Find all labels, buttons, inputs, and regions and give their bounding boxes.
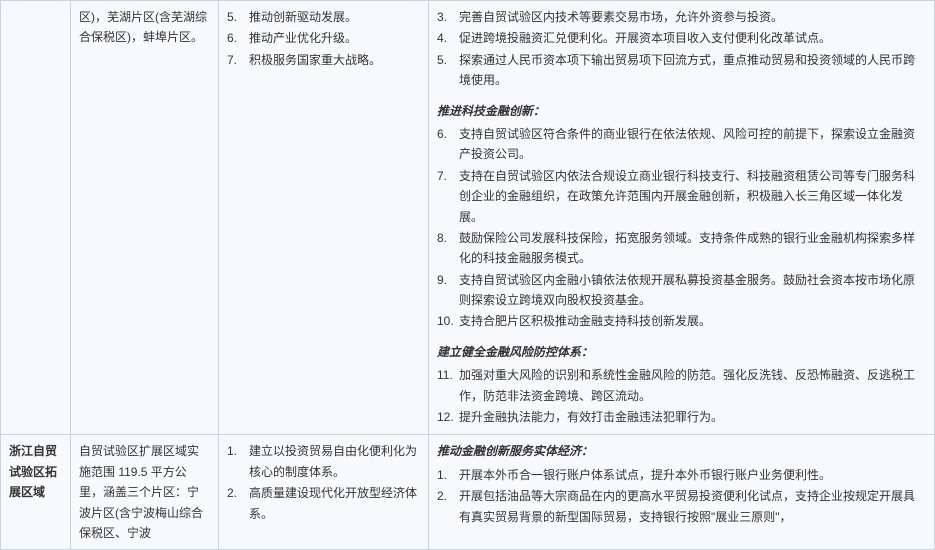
list-item: 3.完善自贸试验区内技术等要素交易市场，允许外资参与投资。 [437,7,926,27]
section-heading: 推动金融创新服务实体经济： [437,441,926,461]
zone-name: 浙江自贸试验区拓展区域 [1,435,71,550]
item-text: 完善自贸试验区内技术等要素交易市场，允许外资参与投资。 [459,7,926,27]
list-item: 8.鼓励保险公司发展科技保险，拓宽服务领域。支持条件成熟的银行业金融机构探索多样… [437,228,926,269]
item-number: 7. [227,50,249,70]
list-item: 2.开展包括油品等大宗商品在内的更高水平贸易投资便利化试点，支持企业按规定开展具… [437,486,926,527]
list-item: 7.支持在自贸试验区内依法合规设立商业银行科技支行、科技融资租赁公司等专门服务科… [437,166,926,227]
item-number: 3. [437,7,459,27]
item-text: 探索通过人民币资本项下输出贸易项下回流方式，重点推动贸易和投资领域的人民币跨境使… [459,50,926,91]
list-item: 7.积极服务国家重大战略。 [227,50,420,70]
list-item: 6.推动产业优化升级。 [227,28,420,48]
item-number: 4. [437,28,459,48]
zone-scope: 区)，芜湖片区(含芜湖综合保税区)，蚌埠片区。 [71,1,219,435]
item-number: 1. [227,441,249,482]
item-text: 促进跨境投融资汇兑便利化。开展资本项目收入支付便利化改革试点。 [459,28,926,48]
item-number: 6. [437,124,459,165]
item-text: 推动创新驱动发展。 [249,7,420,27]
policy-table: 区)，芜湖片区(含芜湖综合保税区)，蚌埠片区。5.推动创新驱动发展。6.推动产业… [0,0,935,550]
item-number: 8. [437,228,459,269]
item-text: 推动产业优化升级。 [249,28,420,48]
list-item: 1.建立以投资贸易自由化便利化为核心的制度体系。 [227,441,420,482]
item-number: 1. [437,465,459,485]
zone-finance: 推动金融创新服务实体经济： 1.开展本外币合一银行账户体系试点，提升本外币银行账户… [429,435,935,550]
item-number: 6. [227,28,249,48]
list-item: 10.支持合肥片区积极推动金融支持科技创新发展。 [437,311,926,331]
item-text: 鼓励保险公司发展科技保险，拓宽服务领域。支持条件成熟的银行业金融机构探索多样化的… [459,228,926,269]
item-text: 开展本外币合一银行账户体系试点，提升本外币银行账户业务便利性。 [459,465,926,485]
zone-name [1,1,71,435]
list-item: 4.促进跨境投融资汇兑便利化。开展资本项目收入支付便利化改革试点。 [437,28,926,48]
zone-position: 5.推动创新驱动发展。6.推动产业优化升级。7.积极服务国家重大战略。 [219,1,429,435]
list-item: 1.开展本外币合一银行账户体系试点，提升本外币银行账户业务便利性。 [437,465,926,485]
zone-position: 1.建立以投资贸易自由化便利化为核心的制度体系。2.高质量建设现代化开放型经济体… [219,435,429,550]
table-row: 浙江自贸试验区拓展区域自贸试验区扩展区域实施范围 119.5 平方公里，涵盖三个… [1,435,935,550]
item-number: 9. [437,270,459,311]
list-item: 9.支持自贸试验区内金融小镇依法依规开展私募投资基金服务。鼓励社会资本按市场化原… [437,270,926,311]
item-number: 5. [227,7,249,27]
list-item: 2.高质量建设现代化开放型经济体系。 [227,483,420,524]
list-item: 5.推动创新驱动发展。 [227,7,420,27]
item-number: 2. [437,486,459,527]
table-row: 区)，芜湖片区(含芜湖综合保税区)，蚌埠片区。5.推动创新驱动发展。6.推动产业… [1,1,935,435]
item-text: 支持自贸试验区符合条件的商业银行在依法依规、风险可控的前提下，探索设立金融资产投… [459,124,926,165]
section-heading: 推进科技金融创新： [437,101,926,121]
zone-finance: 3.完善自贸试验区内技术等要素交易市场，允许外资参与投资。4.促进跨境投融资汇兑… [429,1,935,435]
item-number: 11. [437,365,459,406]
item-text: 提升金融执法能力，有效打击金融违法犯罪行为。 [459,407,926,427]
item-text: 积极服务国家重大战略。 [249,50,420,70]
zone-scope: 自贸试验区扩展区域实施范围 119.5 平方公里，涵盖三个片区：宁波片区(含宁波… [71,435,219,550]
item-text: 加强对重大风险的识别和系统性金融风险的防范。强化反洗钱、反恐怖融资、反逃税工作，… [459,365,926,406]
item-text: 支持自贸试验区内金融小镇依法依规开展私募投资基金服务。鼓励社会资本按市场化原则探… [459,270,926,311]
item-number: 7. [437,166,459,227]
item-number: 5. [437,50,459,91]
list-item: 12.提升金融执法能力，有效打击金融违法犯罪行为。 [437,407,926,427]
item-number: 12. [437,407,459,427]
list-item: 6.支持自贸试验区符合条件的商业银行在依法依规、风险可控的前提下，探索设立金融资… [437,124,926,165]
item-text: 支持在自贸试验区内依法合规设立商业银行科技支行、科技融资租赁公司等专门服务科创企… [459,166,926,227]
item-number: 10. [437,311,459,331]
item-number: 2. [227,483,249,524]
list-item: 11.加强对重大风险的识别和系统性金融风险的防范。强化反洗钱、反恐怖融资、反逃税… [437,365,926,406]
item-text: 支持合肥片区积极推动金融支持科技创新发展。 [459,311,926,331]
item-text: 开展包括油品等大宗商品在内的更高水平贸易投资便利化试点，支持企业按规定开展具有真… [459,486,926,527]
section-heading: 建立健全金融风险防控体系： [437,342,926,362]
item-text: 建立以投资贸易自由化便利化为核心的制度体系。 [249,441,420,482]
list-item: 5.探索通过人民币资本项下输出贸易项下回流方式，重点推动贸易和投资领域的人民币跨… [437,50,926,91]
item-text: 高质量建设现代化开放型经济体系。 [249,483,420,524]
